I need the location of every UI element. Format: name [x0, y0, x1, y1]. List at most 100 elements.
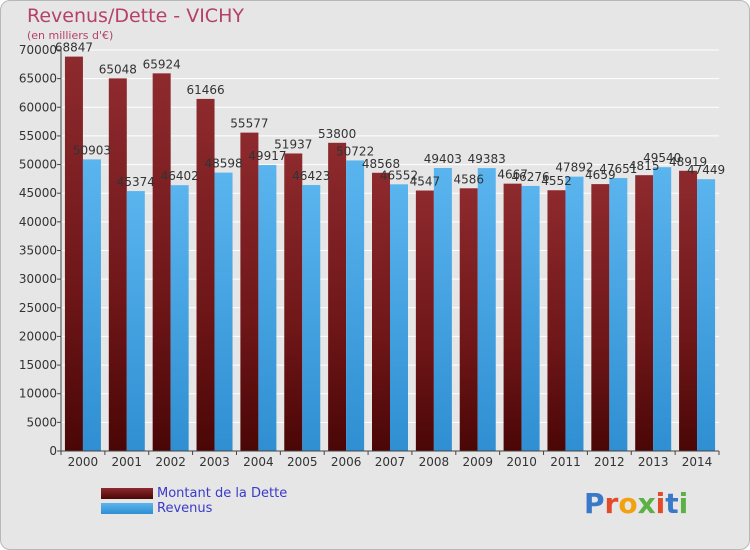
bar-dette-2012 [591, 184, 610, 452]
x-tick-label: 2014 [682, 455, 713, 469]
brand-letter: i [655, 487, 666, 520]
value-label-revenus-2003: 48598 [204, 157, 242, 171]
bar-dette-2004 [240, 132, 259, 452]
bar-revenus-2010 [521, 185, 540, 451]
value-label-revenus-2010: 46276 [512, 170, 550, 184]
bar-revenus-2003 [214, 172, 233, 451]
value-label-revenus-2014: 47449 [687, 163, 725, 177]
x-tick-label: 2010 [506, 455, 537, 469]
y-tick-label: 5000 [26, 415, 57, 429]
value-label-dette-2008: 4547 [410, 175, 441, 189]
x-tick-label: 2004 [243, 455, 274, 469]
value-label-dette-2009: 4586 [453, 172, 484, 186]
value-label-revenus-2005: 46423 [292, 169, 330, 183]
value-label-dette-2007: 48568 [362, 157, 400, 171]
y-tick-label: 20000 [19, 329, 57, 343]
y-tick-label: 35000 [19, 244, 57, 258]
bar-dette-2001 [108, 78, 127, 451]
brand-letter: o [618, 487, 638, 520]
bar-dette-2000 [64, 56, 83, 451]
bar-revenus-2011 [565, 176, 584, 451]
value-label-revenus-2007: 46552 [380, 168, 418, 182]
bar-dette-2006 [328, 142, 347, 451]
x-tick-label: 2008 [419, 455, 450, 469]
proxiti-logo: Proxiti [584, 487, 688, 520]
x-tick-label: 2000 [68, 455, 99, 469]
bar-dette-2003 [196, 98, 215, 451]
value-label-dette-2000: 68847 [55, 41, 93, 55]
bar-dette-2005 [284, 153, 303, 451]
bar-revenus-2001 [126, 191, 145, 452]
bar-revenus-2007 [390, 184, 408, 451]
x-tick-label: 2005 [287, 455, 318, 469]
brand-letter: r [604, 487, 619, 520]
legend-swatch-revenus [101, 503, 153, 514]
axes: 0 5000 10000 15000 20000 25000 30000 35000 40000… [19, 43, 720, 469]
x-tick-label: 2013 [638, 455, 669, 469]
value-label-dette-2006: 53800 [318, 127, 356, 141]
value-label-dette-2003: 61466 [186, 83, 224, 97]
bar-dette-2002 [152, 73, 171, 451]
legend-label-dette: Montant de la Dette [157, 486, 288, 501]
y-tick-label: 0 [49, 444, 57, 458]
brand-letter: i [678, 487, 689, 520]
bar-revenus-2004 [258, 165, 277, 451]
y-tick-label: 10000 [19, 387, 57, 401]
bar-dette-2013 [635, 175, 654, 451]
legend-swatch-dette [101, 488, 153, 499]
bar-revenus-2006 [346, 160, 365, 451]
brand-letter: t [665, 487, 679, 520]
bar-dette-2011 [547, 190, 566, 452]
bar-revenus-2013 [653, 167, 672, 451]
bar-revenus-2012 [609, 178, 628, 451]
value-label-revenus-2009: 49383 [468, 152, 506, 166]
value-labels: 68847 50903 65048 45374 65924 46402 61466 48598… [55, 41, 725, 189]
legend-label-revenus: Revenus [157, 501, 213, 516]
y-tick-label: 45000 [19, 186, 57, 200]
chart-title: Revenus/Dette - VICHY [27, 5, 244, 27]
brand-letter: P [584, 487, 605, 520]
x-tick-label: 2003 [199, 455, 230, 469]
value-label-dette-2004: 55577 [230, 117, 268, 131]
value-label-revenus-2013: 49540 [643, 151, 681, 165]
x-tick-label: 2002 [155, 455, 186, 469]
bar-dette-2014 [679, 170, 698, 451]
value-label-revenus-2006: 50722 [336, 144, 374, 158]
bar-dette-2008 [415, 190, 434, 451]
value-label-revenus-2000: 50903 [73, 143, 111, 157]
bar-revenus-2008 [433, 167, 452, 451]
x-tick-label: 2007 [375, 455, 406, 469]
value-label-revenus-2012: 47651 [599, 162, 637, 176]
value-label-dette-2002: 65924 [143, 57, 181, 71]
y-tick-label: 65000 [19, 72, 57, 86]
y-tick-label: 70000 [19, 43, 57, 57]
value-label-revenus-2001: 45374 [117, 175, 155, 189]
bar-revenus-2009 [477, 168, 496, 451]
bar-dette-2007 [372, 172, 390, 451]
value-label-dette-2010: 4667 [497, 168, 528, 182]
x-tick-label: 2006 [331, 455, 362, 469]
y-tick-label: 15000 [19, 358, 57, 372]
value-label-dette-2014: 48919 [669, 155, 707, 169]
bar-dette-2010 [503, 183, 522, 451]
chart-subtitle: (en milliers d'€) [27, 29, 114, 42]
y-tick-label: 55000 [19, 129, 57, 143]
y-tick-label: 30000 [19, 272, 57, 286]
y-tick-label: 60000 [19, 100, 57, 114]
bar-revenus-2002 [170, 185, 189, 451]
brand-letter: x [637, 487, 656, 520]
value-label-revenus-2002: 46402 [161, 169, 199, 183]
value-label-revenus-2011: 47892 [555, 161, 593, 175]
value-label-dette-2011: 4552 [541, 174, 572, 188]
x-tick-label: 2009 [462, 455, 493, 469]
value-label-dette-2013: 4815 [629, 159, 660, 173]
y-tick-label: 25000 [19, 301, 57, 315]
bar-revenus-2005 [302, 185, 321, 451]
value-label-revenus-2004: 49917 [248, 149, 286, 163]
value-label-dette-2012: 4659 [585, 168, 616, 182]
bar-revenus-2000 [82, 159, 101, 451]
bar-revenus-2014 [697, 179, 716, 452]
x-tick-label: 2011 [550, 455, 581, 469]
x-tick-label: 2001 [112, 455, 143, 469]
